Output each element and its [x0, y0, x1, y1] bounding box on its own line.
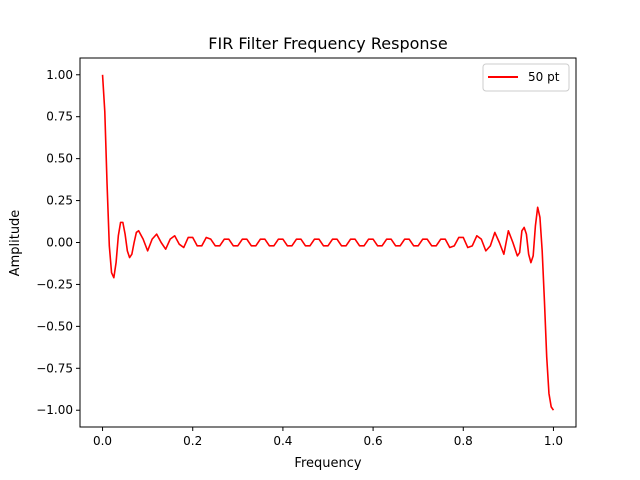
y-tick-label: −0.75: [36, 361, 73, 375]
legend-entry-label: 50 pt: [528, 70, 560, 84]
x-axis-label: Frequency: [294, 456, 361, 471]
y-tick-label: −0.25: [36, 277, 73, 291]
legend-box: [482, 63, 570, 92]
y-tick-label: 0.25: [46, 194, 73, 208]
series-line-0: [101, 74, 555, 411]
x-tick-label: 1.0: [544, 434, 563, 448]
y-tick-label: −0.50: [36, 319, 73, 333]
x-tick-label: 0.0: [93, 434, 112, 448]
y-tick-label: 0.00: [46, 236, 73, 250]
x-tick-label: 0.6: [364, 434, 383, 448]
y-tick-label: 1.00: [46, 68, 73, 82]
y-tick-label: 0.50: [46, 152, 73, 166]
legend: 50 pt: [482, 63, 570, 92]
axis-ticks: 0.0 0.2 0.4 0.6 0.8 1.0 1.00 0.75 0.50 0.25 0.00 −0…: [36, 57, 577, 448]
plot-area: [101, 74, 555, 411]
x-tick-label: 0.2: [183, 434, 202, 448]
x-tick-label: 0.4: [273, 434, 292, 448]
chart-title: FIR Filter Frequency Response: [208, 34, 447, 53]
y-axis-label: Amplitude: [8, 210, 23, 277]
y-tick-label: 0.75: [46, 110, 73, 124]
x-tick-label: 0.8: [454, 434, 473, 448]
y-tick-label: −1.00: [36, 403, 73, 417]
